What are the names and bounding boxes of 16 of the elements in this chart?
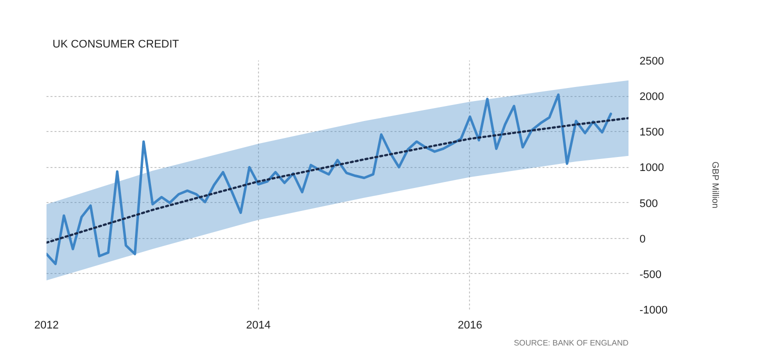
- y-tick-label: -500: [640, 268, 662, 281]
- y-tick-label: 500: [640, 198, 658, 210]
- y-tick-label: 1000: [640, 162, 664, 174]
- chart-title: UK CONSUMER CREDIT: [52, 38, 180, 50]
- y-tick-label: 0: [640, 233, 646, 246]
- y-tick-label: 2500: [640, 56, 664, 68]
- y-axis-title: GBP Million: [710, 161, 721, 208]
- line-series: [46, 93, 612, 266]
- x-tick-label: 2012: [34, 320, 59, 332]
- source-note: SOURCE: BANK OF ENGLAND: [514, 338, 629, 348]
- y-tick-label: 1500: [640, 126, 664, 139]
- line-series: [46, 117, 628, 244]
- x-tick-label: 2014: [246, 320, 271, 332]
- x-tick-label: 2016: [458, 320, 482, 332]
- y-tick-label: -1000: [640, 304, 668, 316]
- y-tick-label: 2000: [640, 91, 664, 104]
